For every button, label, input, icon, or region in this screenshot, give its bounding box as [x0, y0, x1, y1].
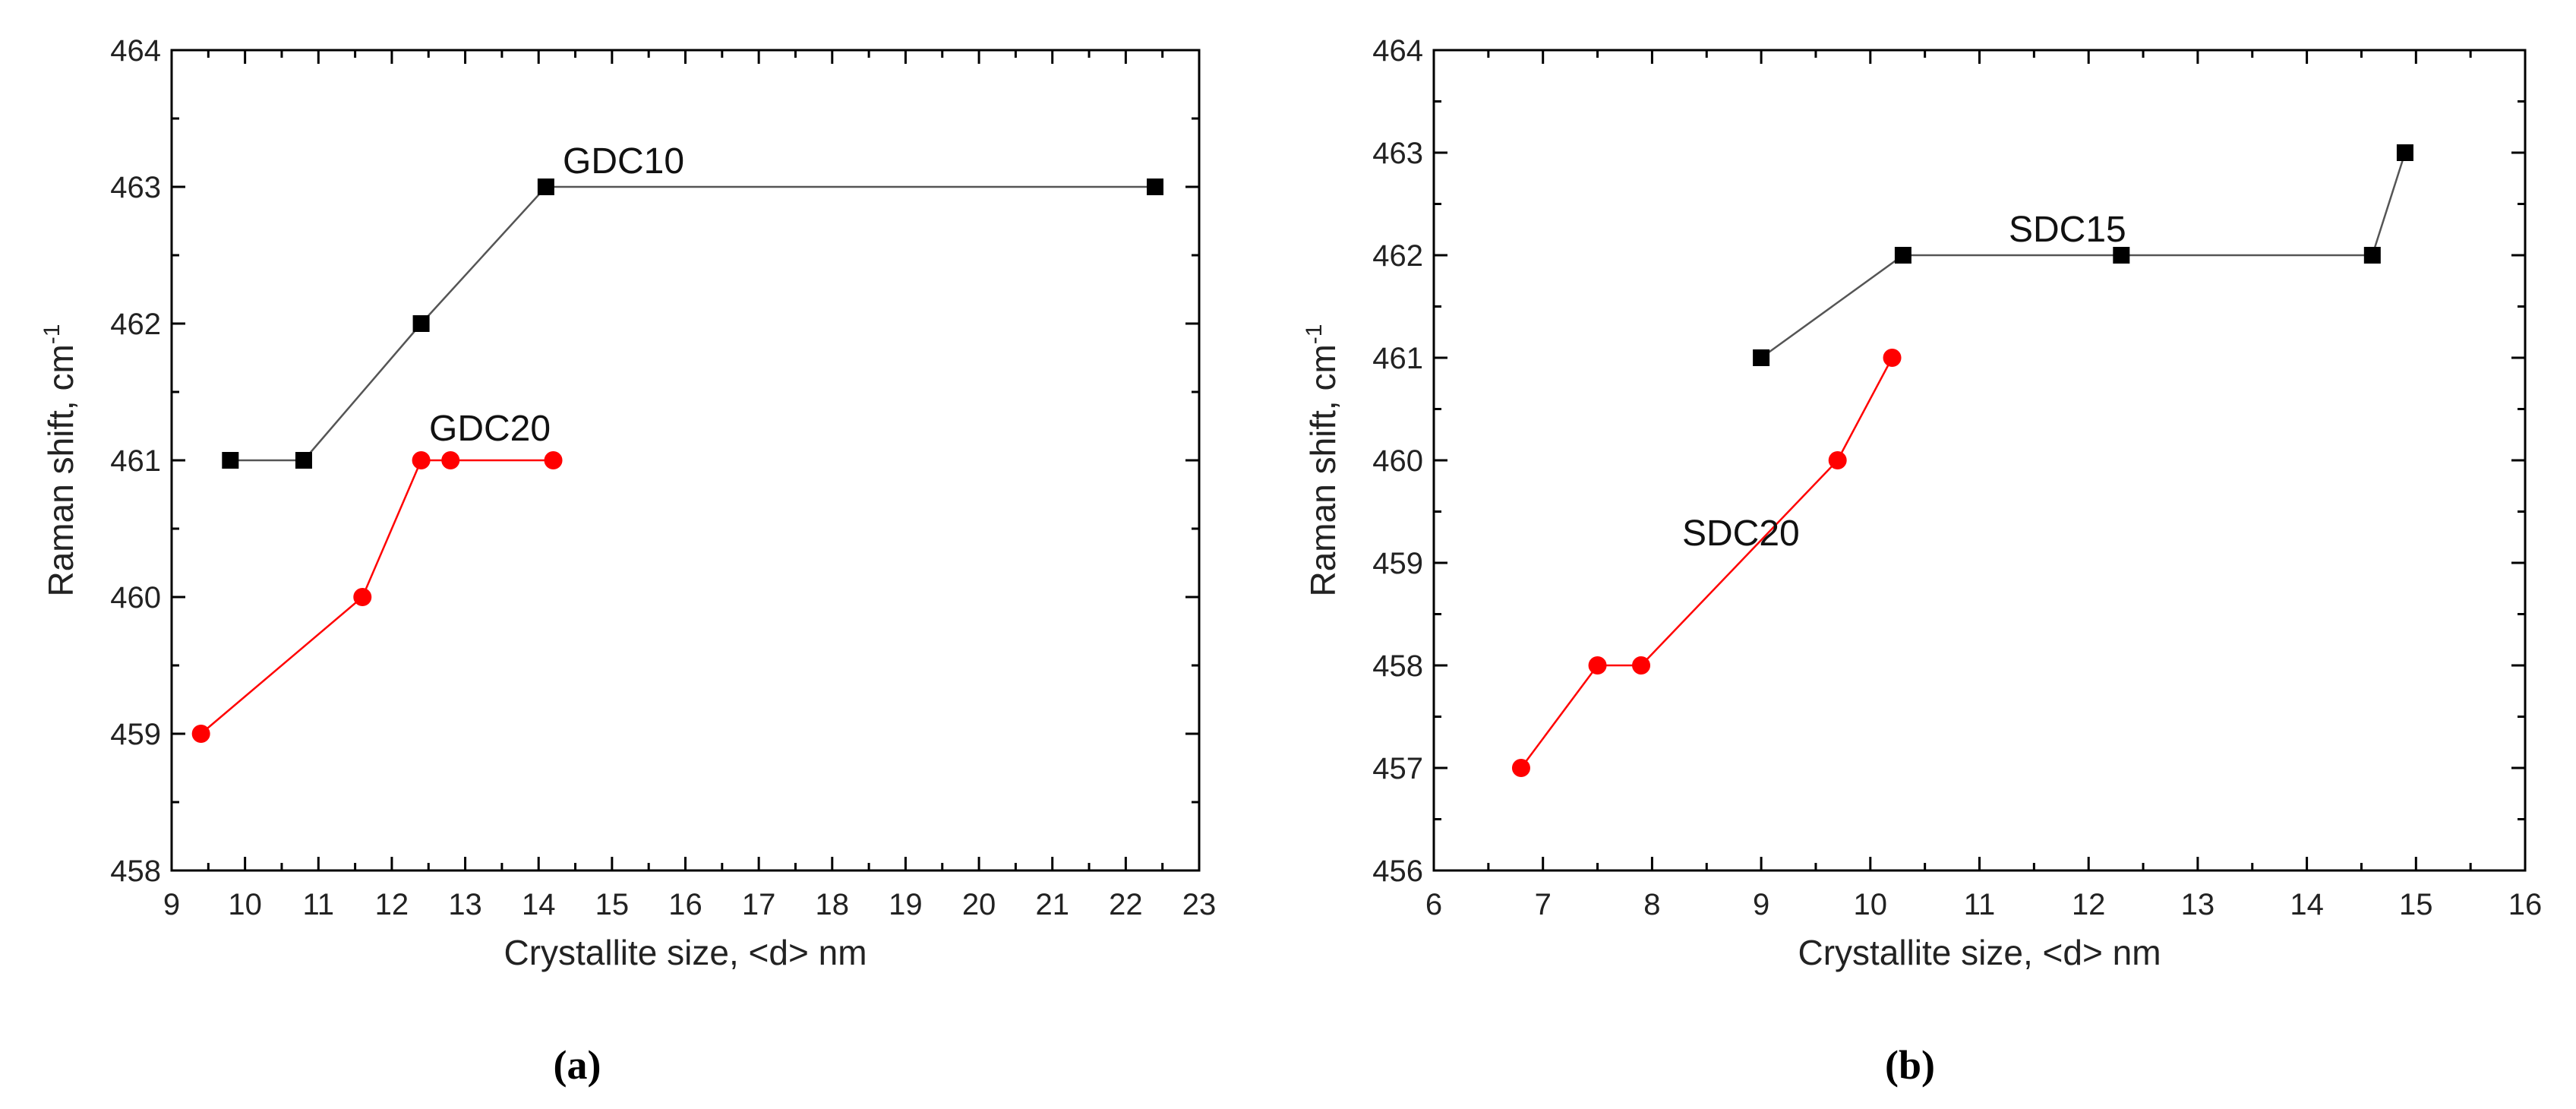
x-axis-label: Crystallite size, <d> nm	[1798, 933, 2161, 972]
y-tick-label: 462	[110, 308, 161, 341]
y-tick-label: 459	[1372, 547, 1423, 580]
chart-a: 9 10 11 12 13 14 15 16 17 18 19 20 21 22 23 458 459 460 46…	[39, 34, 1216, 972]
x-tick-label: 11	[303, 888, 335, 921]
y-tick-label: 464	[1372, 34, 1423, 68]
data-point-gdc10	[295, 452, 312, 469]
data-point-gdc20	[441, 451, 460, 469]
caption-a: (a)	[554, 1042, 601, 1088]
x-tick-label: 22	[1109, 888, 1143, 921]
caption-b: (b)	[1885, 1042, 1935, 1088]
x-tick-label: 14	[2290, 888, 2324, 921]
y-tick-label: 462	[1372, 239, 1423, 273]
y-tick-label: 456	[1372, 855, 1423, 888]
x-tick-label: 16	[668, 888, 702, 921]
data-point-gdc20	[191, 725, 210, 743]
x-tick-label: 23	[1182, 888, 1217, 921]
data-point-sdc20	[1632, 656, 1651, 675]
x-tick-label: 14	[522, 888, 556, 921]
y-tick-label: 460	[110, 581, 161, 615]
series-line-gdc10	[230, 185, 1156, 462]
x-tick-label: 13	[2181, 888, 2215, 921]
plot-frame	[1432, 49, 2527, 872]
y-tick-label: 461	[110, 444, 161, 478]
y-tick-label: 459	[110, 718, 161, 751]
x-tick-label: 12	[375, 888, 409, 921]
data-point-gdc20	[412, 451, 431, 469]
data-point-sdc20	[1828, 451, 1847, 469]
y-tick-label: 460	[1372, 444, 1423, 478]
data-point-sdc15	[1894, 247, 1911, 264]
x-tick-label: 12	[2072, 888, 2106, 921]
series-line-gdc20	[200, 459, 554, 735]
series-label-gdc10: GDC10	[563, 141, 684, 182]
x-tick-label: 10	[228, 888, 262, 921]
data-point-sdc15	[2396, 144, 2413, 161]
y-axis-label: Raman shift, cm-1	[39, 324, 80, 597]
data-point-sdc15	[2113, 247, 2130, 264]
chart-b: 6 7 8 9 10 11 12 13 14 15 16 456 457 458 459 460 461 462 4…	[1302, 34, 2542, 972]
data-point-gdc10	[537, 179, 554, 195]
y-tick-label: 463	[1372, 137, 1423, 170]
x-tick-label: 11	[1964, 888, 1996, 921]
x-axis-label: Crystallite size, <d> nm	[504, 933, 867, 972]
x-tick-label: 15	[595, 888, 630, 921]
data-point-sdc15	[1753, 349, 1770, 366]
data-point-gdc20	[353, 588, 372, 606]
data-point-gdc10	[222, 452, 239, 469]
x-tick-label: 18	[816, 888, 850, 921]
x-tick-label: 13	[448, 888, 482, 921]
x-tick-label: 10	[1854, 888, 1888, 921]
series-label-gdc20: GDC20	[429, 409, 551, 449]
y-tick-label: 458	[110, 855, 161, 888]
series-line-sdc20	[1520, 357, 1893, 769]
data-point-gdc20	[544, 451, 563, 469]
y-tick-label: 457	[1372, 752, 1423, 785]
series-label-sdc15: SDC15	[2009, 210, 2126, 250]
data-point-gdc10	[1147, 179, 1164, 195]
y-tick-label: 461	[1372, 342, 1423, 375]
data-point-sdc20	[1588, 656, 1607, 675]
series-label-sdc20: SDC20	[1682, 513, 1800, 554]
x-tick-label: 16	[2508, 888, 2543, 921]
plot-frame	[170, 49, 1201, 872]
x-tick-label: 20	[962, 888, 996, 921]
y-tick-label: 463	[110, 171, 161, 204]
y-tick-label: 464	[110, 34, 161, 68]
x-tick-label: 9	[163, 888, 180, 921]
data-point-sdc15	[2363, 247, 2381, 264]
y-axis-label: Raman shift, cm-1	[1302, 324, 1343, 597]
x-tick-label: 15	[2399, 888, 2433, 921]
x-tick-label: 6	[1425, 888, 1442, 921]
y-tick-label: 458	[1372, 649, 1423, 683]
x-tick-label: 9	[1753, 888, 1769, 921]
x-tick-label: 19	[889, 888, 923, 921]
x-tick-label: 17	[742, 888, 776, 921]
series-line-sdc15	[1760, 152, 2407, 359]
data-point-sdc20	[1883, 349, 1902, 367]
x-tick-label: 21	[1035, 888, 1069, 921]
x-tick-label: 7	[1535, 888, 1552, 921]
x-tick-label: 8	[1643, 888, 1660, 921]
data-point-gdc10	[412, 315, 430, 332]
data-point-sdc20	[1511, 759, 1530, 777]
